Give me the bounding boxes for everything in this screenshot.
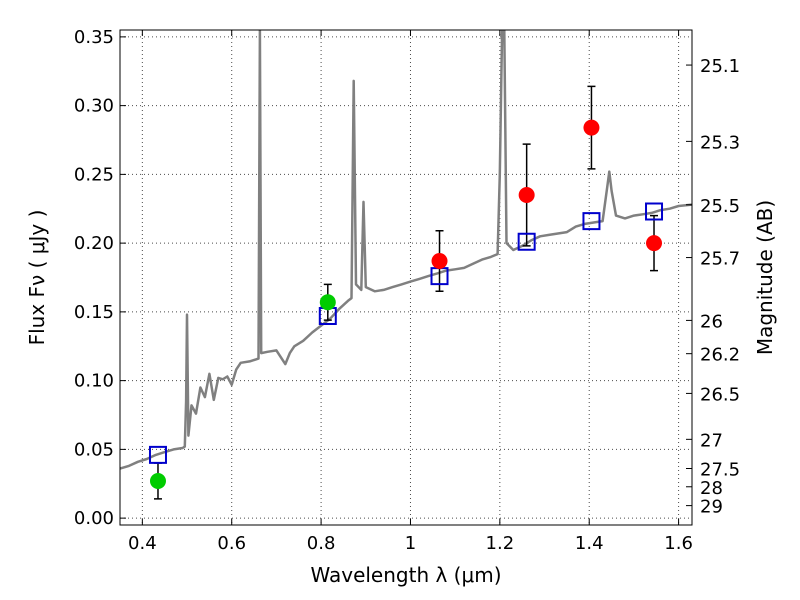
observed-points <box>149 119 663 489</box>
x-tick-label: 1.6 <box>664 533 693 554</box>
magnitude-tick-label: 26.5 <box>700 384 740 405</box>
magnitude-tick-label: 25.3 <box>700 132 740 153</box>
magnitude-tick-label: 29 <box>700 497 723 518</box>
magnitude-tick-label: 28 <box>700 478 723 499</box>
y-tick-label: 0.10 <box>74 371 114 392</box>
axis-ticks <box>120 30 692 525</box>
magnitude-tick-label: 26 <box>700 311 723 332</box>
observed-point <box>149 473 166 489</box>
y-tick-label: 0.30 <box>74 96 114 117</box>
x-tick-label: 0.4 <box>128 533 157 554</box>
magnitude-tick-label: 26.2 <box>700 345 740 366</box>
error-bars <box>153 85 659 500</box>
y-axis-title-left: Flux Fν ( μJy ) <box>25 210 49 346</box>
x-tick-label: 1 <box>405 533 416 554</box>
tick-labels: 0.4 0.6 0.8 1 1.2 1.4 1.6 0.00 0.05 0.10 0.15 0.20 0… <box>74 27 740 554</box>
y-tick-label: 0.05 <box>74 439 114 460</box>
model-photometry-square <box>645 202 664 221</box>
x-axis-title: Wavelength λ (μm) <box>310 563 501 587</box>
y-tick-label: 0.20 <box>74 233 114 254</box>
observed-point <box>431 253 448 269</box>
model-photometry-square <box>582 212 601 231</box>
x-tick-label: 1.4 <box>575 533 604 554</box>
y-tick-label: 0.15 <box>74 302 114 323</box>
magnitude-tick-label: 27 <box>700 430 723 451</box>
observed-point <box>646 235 663 252</box>
observed-point <box>518 187 535 203</box>
y-axis-title-right: Magnitude (AB) <box>753 200 777 355</box>
model-photometry-square <box>517 232 536 251</box>
grid-lines <box>120 30 692 525</box>
spectrum-line <box>120 30 692 470</box>
plot-frame <box>119 29 693 526</box>
spectrum-layer <box>120 30 692 470</box>
y-tick-label: 0.35 <box>74 27 114 48</box>
model-photometry-points <box>148 202 664 464</box>
magnitude-tick-label: 25.1 <box>700 56 740 77</box>
y-tick-label: 0.25 <box>74 164 114 185</box>
x-tick-label: 1.2 <box>486 533 515 554</box>
magnitude-tick-label: 25.5 <box>700 196 740 217</box>
magnitude-tick-label: 25.7 <box>700 249 740 270</box>
y-tick-label: 0.00 <box>74 508 114 529</box>
x-tick-label: 0.6 <box>217 533 246 554</box>
x-tick-label: 0.8 <box>307 533 336 554</box>
observed-point <box>319 294 336 311</box>
model-photometry-square <box>148 445 167 464</box>
observed-point <box>583 119 600 136</box>
magnitude-tick-label: 27.5 <box>700 459 740 480</box>
